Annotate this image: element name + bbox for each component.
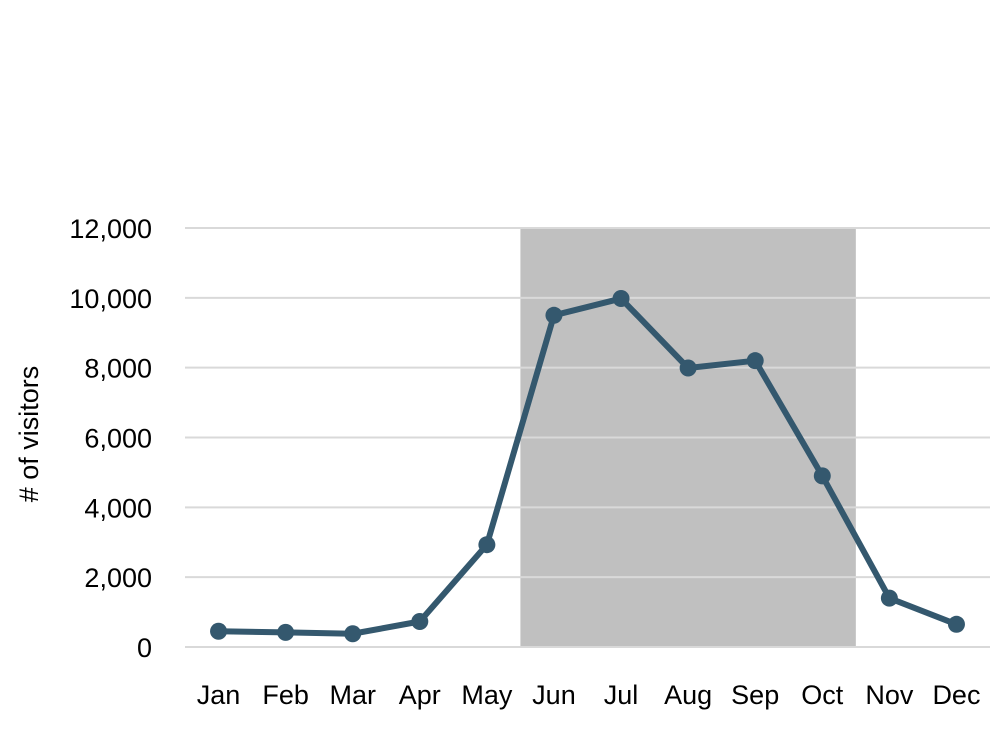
y-axis-title: # of visitors	[14, 366, 44, 503]
data-point	[880, 589, 898, 607]
x-tick-label: Mar	[329, 680, 376, 710]
x-tick-label: Apr	[399, 680, 441, 710]
data-point	[612, 290, 630, 308]
data-point	[746, 352, 764, 370]
x-tick-label: Nov	[865, 680, 914, 710]
y-tick-label: 6,000	[84, 424, 152, 454]
x-tick-label: Sep	[731, 680, 779, 710]
x-tick-label: May	[461, 680, 513, 710]
x-tick-label: Jul	[604, 680, 639, 710]
x-tick-label: Jun	[532, 680, 576, 710]
x-tick-label: Oct	[801, 680, 844, 710]
x-tick-label: Aug	[664, 680, 712, 710]
y-tick-label: 0	[137, 633, 152, 663]
data-point	[545, 306, 563, 324]
y-tick-label: 8,000	[84, 354, 152, 384]
data-point	[344, 625, 362, 643]
data-point	[478, 536, 496, 554]
data-point	[813, 467, 831, 485]
series-line	[215, 295, 960, 637]
data-point	[679, 359, 697, 377]
data-point	[947, 615, 965, 633]
data-point	[210, 622, 228, 640]
y-tick-label: 10,000	[69, 284, 152, 314]
data-point	[277, 623, 295, 641]
x-tick-label: Jan	[197, 680, 241, 710]
y-tick-label: 4,000	[84, 493, 152, 523]
x-tick-label: Feb	[262, 680, 309, 710]
y-tick-label: 12,000	[69, 214, 152, 244]
x-tick-label: Dec	[932, 680, 980, 710]
data-point	[411, 613, 429, 631]
y-tick-label: 2,000	[84, 563, 152, 593]
